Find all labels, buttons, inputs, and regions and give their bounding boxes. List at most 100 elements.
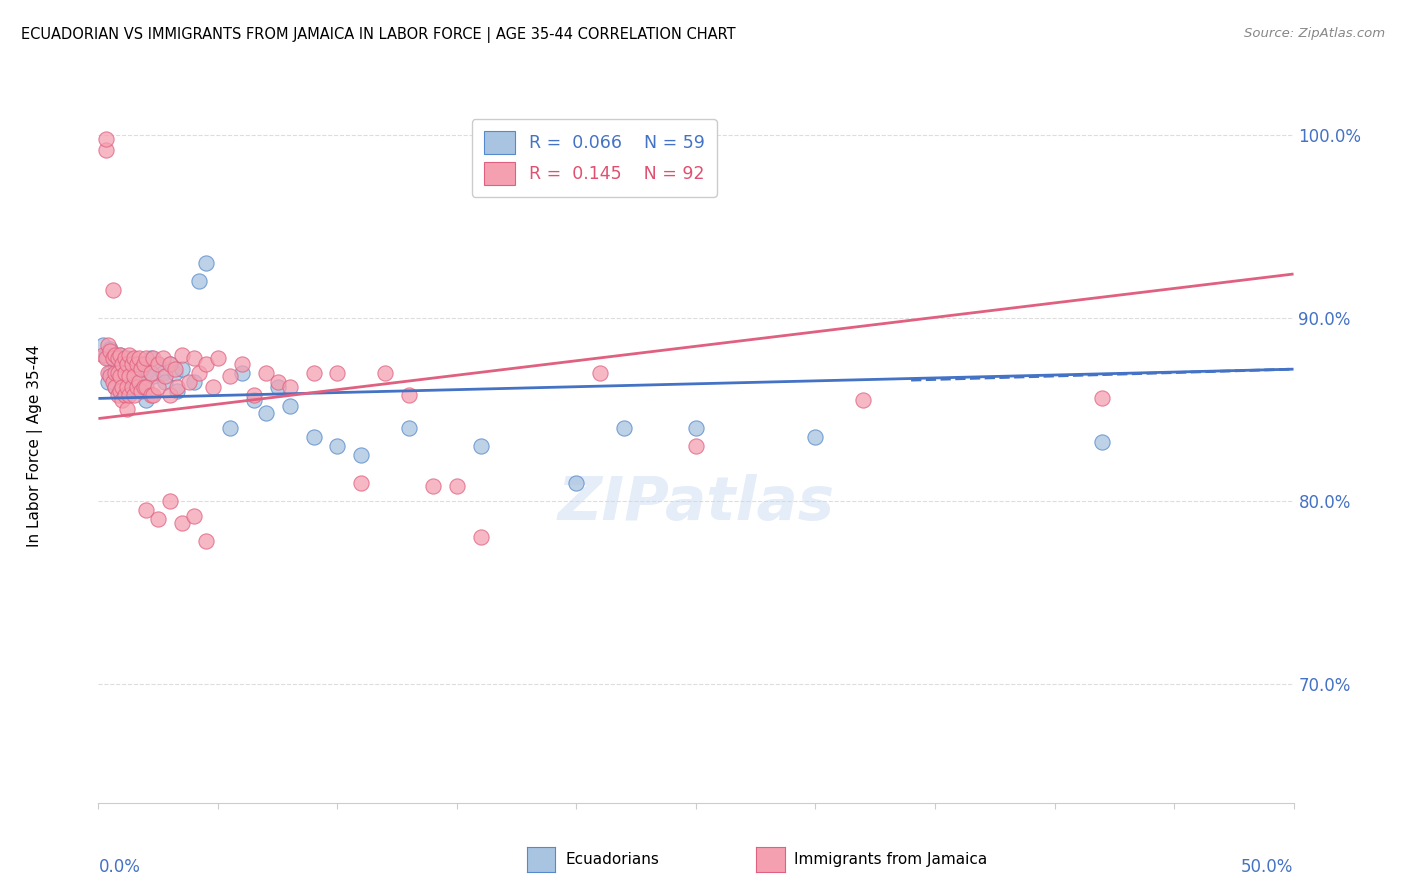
Legend: R =  0.066    N = 59, R =  0.145    N = 92: R = 0.066 N = 59, R = 0.145 N = 92 (471, 120, 717, 197)
Point (101, 375, 124, 389)
Point (1091, 435, 1114, 450)
Point (101, 351, 124, 366)
Point (111, 380, 134, 394)
Point (94, 131, 117, 145)
Point (104, 380, 127, 394)
Point (114, 388, 136, 402)
Point (350, 475, 373, 490)
Point (115, 380, 138, 394)
Point (159, 388, 181, 402)
Point (121, 357, 143, 371)
Text: ZIPatlas: ZIPatlas (557, 474, 835, 533)
Point (132, 380, 155, 394)
Point (91, 347, 114, 361)
Point (254, 406, 277, 420)
Point (278, 380, 301, 394)
Point (131, 384, 153, 398)
Point (101, 284, 124, 298)
Point (148, 380, 170, 394)
Point (115, 369, 138, 384)
Point (172, 347, 194, 361)
Point (118, 384, 141, 398)
Point (166, 384, 188, 398)
Point (107, 351, 129, 366)
Point (565, 475, 588, 490)
Point (139, 351, 162, 366)
Point (183, 508, 205, 523)
Point (124, 388, 146, 402)
Point (202, 380, 225, 394)
Point (94, 351, 117, 366)
Point (155, 369, 177, 384)
Point (187, 366, 209, 380)
Point (94, 347, 117, 361)
Point (104, 380, 127, 394)
Point (128, 351, 150, 366)
Point (685, 420, 707, 434)
Point (98, 366, 122, 380)
Point (91, 338, 114, 352)
Point (142, 351, 165, 366)
Point (172, 362, 194, 376)
Point (398, 420, 420, 434)
Point (302, 430, 325, 444)
Point (98, 342, 122, 356)
Point (108, 347, 131, 361)
Point (111, 357, 134, 371)
Point (254, 366, 277, 380)
Point (104, 347, 127, 361)
Point (114, 366, 136, 380)
Point (118, 347, 141, 361)
Point (152, 366, 174, 380)
Point (131, 362, 153, 376)
Point (135, 380, 157, 394)
Point (267, 375, 290, 389)
Point (139, 366, 162, 380)
Point (97, 338, 120, 352)
Point (135, 393, 157, 408)
Point (135, 351, 157, 366)
Point (187, 274, 209, 288)
Point (194, 357, 217, 371)
Point (111, 357, 134, 371)
Point (1091, 392, 1114, 406)
Text: In Labor Force | Age 35-44: In Labor Force | Age 35-44 (27, 345, 44, 547)
Point (97, 375, 120, 389)
Point (107, 366, 129, 380)
Point (108, 369, 131, 384)
Point (470, 439, 492, 453)
Point (101, 369, 124, 384)
Point (115, 402, 138, 417)
Point (194, 534, 217, 549)
Point (326, 366, 349, 380)
Point (118, 362, 141, 376)
Point (159, 494, 181, 508)
Point (159, 357, 181, 371)
Point (139, 388, 162, 402)
Point (179, 375, 201, 389)
Point (108, 384, 131, 398)
Point (108, 347, 131, 361)
Point (124, 384, 146, 398)
Point (135, 503, 157, 517)
Point (118, 388, 141, 402)
Text: Ecuadorians: Ecuadorians (565, 853, 659, 867)
Point (231, 357, 253, 371)
Point (114, 388, 136, 402)
Point (194, 256, 217, 270)
Point (101, 347, 124, 361)
Point (94, 143, 117, 157)
Point (267, 380, 290, 394)
Point (107, 388, 129, 402)
Point (128, 375, 150, 389)
Point (163, 362, 186, 376)
Point (97, 366, 120, 380)
Point (142, 369, 165, 384)
Text: Source: ZipAtlas.com: Source: ZipAtlas.com (1244, 27, 1385, 40)
Point (163, 366, 186, 380)
Point (111, 380, 134, 394)
Point (589, 366, 612, 380)
Point (131, 362, 153, 376)
Point (155, 375, 177, 389)
Point (108, 384, 131, 398)
